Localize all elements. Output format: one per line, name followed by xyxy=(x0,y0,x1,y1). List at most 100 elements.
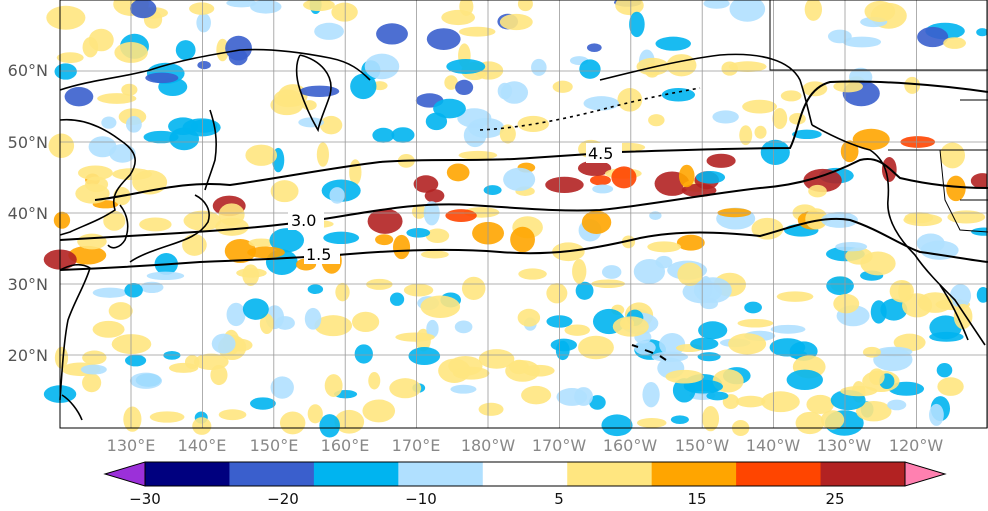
anomaly-patch xyxy=(903,213,943,227)
lon-label: 140°E xyxy=(177,436,227,455)
anomaly-patch xyxy=(678,164,695,188)
anomaly-patch xyxy=(601,265,622,279)
anomaly-patch xyxy=(129,372,162,389)
anomaly-patch xyxy=(842,36,882,48)
anomaly-patch xyxy=(304,307,322,330)
anomaly-patch xyxy=(702,405,720,432)
anomaly-patch xyxy=(751,217,784,240)
anomaly-patch xyxy=(706,153,736,168)
anomaly-patch xyxy=(772,107,788,129)
anomaly-patch xyxy=(424,189,445,203)
contour-4-5 xyxy=(94,80,988,201)
anomaly-patch xyxy=(754,125,767,139)
anomaly-patch xyxy=(411,204,427,219)
anomaly-patch xyxy=(210,364,228,386)
anomaly-patch xyxy=(780,90,802,102)
anomaly-patch xyxy=(389,378,422,399)
lat-label-50n: 50°N xyxy=(7,133,48,152)
anomaly-patch xyxy=(335,282,350,302)
lon-label: 140°W xyxy=(745,436,801,455)
lon-label: 130°E xyxy=(106,436,156,455)
colorbar-cell xyxy=(482,462,568,486)
lon-label: 160°W xyxy=(602,436,658,455)
anomaly-patch xyxy=(269,228,305,253)
colorbar-cell xyxy=(313,462,399,486)
anomaly-patch xyxy=(250,397,276,410)
anomaly-patch xyxy=(450,384,477,394)
anomaly-patch xyxy=(145,72,179,84)
anomaly-patch xyxy=(216,38,229,62)
climatology-contours xyxy=(59,80,988,271)
anomaly-patch xyxy=(589,395,606,410)
anomaly-patch xyxy=(458,26,496,37)
anomaly-patch xyxy=(372,127,395,143)
colorbar-frame xyxy=(144,461,906,487)
anomaly-patch xyxy=(546,283,568,304)
anomaly-patch xyxy=(226,302,246,327)
anomaly-patch xyxy=(833,80,863,93)
anomaly-shading xyxy=(43,0,988,438)
anomaly-patch xyxy=(438,358,471,383)
anomaly-patch xyxy=(855,401,892,422)
anomaly-patch xyxy=(420,295,461,318)
anomaly-patch xyxy=(314,22,344,40)
anomaly-patch xyxy=(248,238,274,248)
anomaly-patch xyxy=(362,399,396,423)
anomaly-patch xyxy=(319,414,340,438)
anomaly-patch xyxy=(821,212,858,228)
anomaly-patch xyxy=(408,347,441,366)
anomaly-patch xyxy=(937,377,964,396)
anomaly-patch xyxy=(503,167,536,192)
anomaly-patch xyxy=(852,128,890,151)
anomaly-patch xyxy=(792,129,822,140)
anomaly-patch xyxy=(770,324,806,334)
anomaly-patch xyxy=(578,335,614,360)
anomaly-patch xyxy=(617,88,643,112)
anomaly-patch xyxy=(323,231,360,245)
anomaly-patch xyxy=(189,2,215,15)
anomaly-patch xyxy=(703,0,730,9)
anomaly-patch xyxy=(140,281,164,294)
anomaly-patch xyxy=(461,276,486,300)
anomaly-patch xyxy=(929,403,944,426)
anomaly-patch xyxy=(806,394,834,415)
anomaly-patch xyxy=(661,88,696,102)
anomaly-patch xyxy=(699,276,713,300)
anomaly-patch xyxy=(564,324,590,336)
anomaly-patch xyxy=(808,184,827,198)
anomaly-patch xyxy=(697,352,721,362)
anomaly-patch xyxy=(647,241,681,253)
contour-1-5 xyxy=(59,217,988,271)
colorbar-cell xyxy=(398,462,484,486)
anomaly-patch xyxy=(314,315,353,337)
anomaly-patch xyxy=(976,287,988,303)
anomaly-patch xyxy=(695,170,726,184)
anomaly-patch xyxy=(786,369,823,391)
anomaly-patch xyxy=(299,85,340,97)
anomaly-patch xyxy=(642,381,660,408)
contour-label-bg xyxy=(586,143,622,163)
anomaly-patch xyxy=(364,53,400,80)
anomaly-patch xyxy=(864,0,896,22)
anomaly-patch xyxy=(196,13,211,33)
anomaly-patch xyxy=(545,176,584,194)
anomaly-patch xyxy=(139,217,172,232)
colorbar-tick-label: 25 xyxy=(825,490,845,508)
anomaly-patch xyxy=(259,313,274,334)
anomaly-patch xyxy=(826,276,854,296)
anomaly-patch xyxy=(629,11,645,38)
anomaly-patch xyxy=(168,117,198,135)
anomaly-patch xyxy=(97,93,137,104)
anomaly-patch xyxy=(761,391,800,413)
anomaly-patch xyxy=(88,28,114,52)
anomaly-patch xyxy=(54,63,77,80)
anomaly-patch xyxy=(889,279,914,303)
anomaly-patch xyxy=(621,235,636,249)
anomaly-patch xyxy=(463,123,487,148)
anomaly-patch xyxy=(615,0,644,16)
colorbar-cell xyxy=(567,462,653,486)
anomaly-patch xyxy=(728,61,767,73)
anomaly-patch xyxy=(420,250,449,259)
anomaly-patch xyxy=(917,292,953,313)
anomaly-patch xyxy=(218,203,245,226)
